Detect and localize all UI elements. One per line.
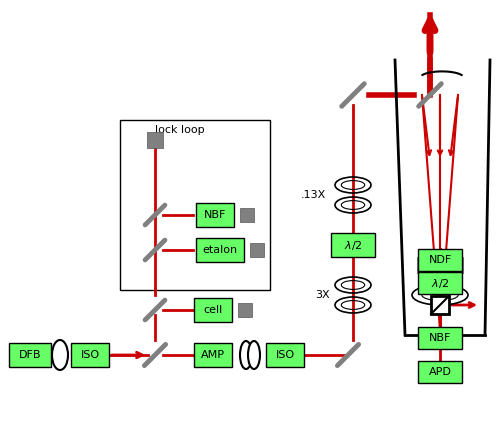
Text: cell: cell [204, 305, 223, 315]
Text: NBF: NBF [204, 210, 226, 220]
Bar [238, 303, 252, 317]
Bar [431, 296, 449, 314]
Bar [266, 343, 304, 367]
Bar [9, 343, 51, 367]
Ellipse shape [248, 341, 260, 369]
Bar [71, 343, 109, 367]
Bar [194, 298, 232, 322]
Bar [147, 132, 163, 148]
Bar [418, 249, 462, 271]
Ellipse shape [240, 341, 252, 369]
Bar [417, 257, 433, 273]
Text: lock loop: lock loop [155, 125, 204, 135]
Text: ISO: ISO [276, 350, 294, 360]
Bar [250, 243, 264, 257]
Bar [240, 208, 254, 222]
Bar [418, 327, 462, 349]
Bar [418, 361, 462, 383]
Text: $\lambda$/2: $\lambda$/2 [344, 239, 362, 251]
Text: $\lambda$/2: $\lambda$/2 [431, 276, 449, 289]
Text: NBF: NBF [429, 333, 451, 343]
Bar [194, 343, 232, 367]
Text: 3X: 3X [316, 290, 330, 300]
Text: AMP: AMP [201, 350, 225, 360]
Text: etalon: etalon [202, 245, 237, 255]
Text: ISO: ISO [80, 350, 100, 360]
Text: DFB: DFB [19, 350, 41, 360]
Text: NDF: NDF [428, 255, 452, 265]
Text: .13X: .13X [301, 190, 326, 200]
Bar [331, 233, 375, 257]
Bar [120, 120, 270, 290]
Bar [196, 238, 244, 262]
Bar [196, 203, 234, 227]
Bar [418, 272, 462, 294]
Text: APD: APD [428, 367, 452, 377]
Bar [447, 257, 463, 273]
